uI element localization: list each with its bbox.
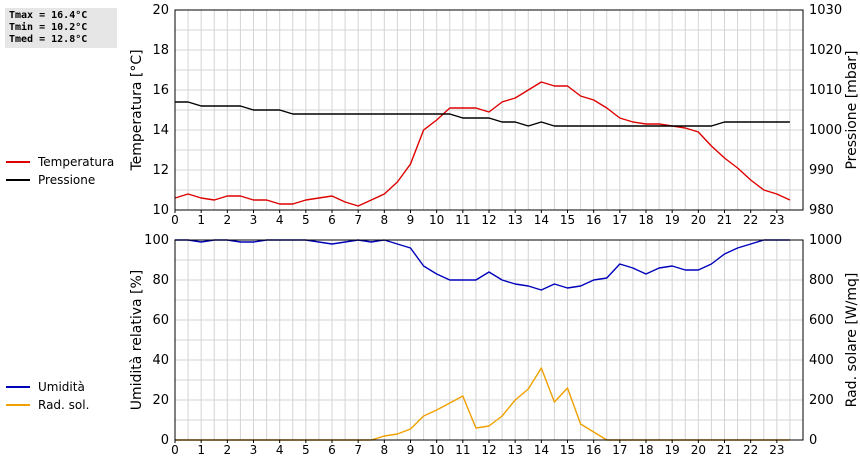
y2-tick-label: 1030 — [809, 3, 842, 18]
x-tick-label: 4 — [276, 213, 284, 227]
x-tick-label: 2 — [224, 443, 232, 457]
y-tick-label: 0 — [161, 433, 169, 448]
x-tick-label: 12 — [481, 213, 496, 227]
legend-swatch-rad-sol — [6, 404, 30, 406]
y-axis-label: Umidità relativa [%] — [129, 270, 145, 411]
y-tick-label: 60 — [152, 313, 169, 328]
legend-bottom: Umidità Rad. sol. — [6, 378, 89, 414]
legend-item-rad-sol: Rad. sol. — [6, 396, 89, 414]
x-tick-label: 15 — [560, 213, 575, 227]
x-tick-label: 19 — [665, 443, 680, 457]
x-tick-label: 13 — [508, 443, 523, 457]
x-tick-label: 11 — [455, 213, 470, 227]
y2-tick-label: 1020 — [809, 43, 842, 58]
y-tick-label: 18 — [152, 43, 169, 58]
y2-tick-label: 600 — [809, 313, 834, 328]
x-tick-label: 5 — [302, 213, 310, 227]
x-tick-label: 21 — [717, 443, 732, 457]
y-tick-label: 14 — [152, 123, 169, 138]
chart-panel-2: 0 1 2 3 4 5 6 7 8 9 10 11 12 13 14 15 16 17 18 19 20 21 22 2302… — [129, 233, 860, 457]
stats-box: Tmax = 16.4°C Tmin = 10.2°C Tmed = 12.8°… — [5, 8, 117, 48]
x-tick-label: 16 — [586, 443, 601, 457]
stat-tmed: Tmed = 12.8°C — [9, 34, 88, 45]
y2-tick-label: 400 — [809, 353, 834, 368]
y2-tick-label: 980 — [809, 203, 834, 218]
y-tick-label: 10 — [152, 203, 169, 218]
x-tick-label: 10 — [429, 443, 444, 457]
x-tick-label: 15 — [560, 443, 575, 457]
y-tick-label: 20 — [152, 393, 169, 408]
x-tick-label: 22 — [743, 213, 758, 227]
stat-tmin: Tmin = 10.2°C — [9, 22, 88, 33]
x-tick-label: 3 — [250, 213, 258, 227]
legend-label-temperatura: Temperatura — [38, 155, 115, 169]
x-tick-label: 2 — [224, 213, 232, 227]
x-tick-label: 1 — [197, 443, 205, 457]
x-tick-label: 12 — [481, 443, 496, 457]
x-tick-label: 13 — [508, 213, 523, 227]
y-axis-label: Temperatura [°C] — [129, 49, 145, 171]
x-tick-label: 20 — [691, 213, 706, 227]
x-tick-label: 6 — [328, 443, 336, 457]
x-tick-label: 9 — [407, 213, 415, 227]
y2-tick-label: 1010 — [809, 83, 842, 98]
x-tick-label: 3 — [250, 443, 258, 457]
x-tick-label: 21 — [717, 213, 732, 227]
x-tick-label: 8 — [381, 443, 389, 457]
legend-item-pressione: Pressione — [6, 171, 114, 189]
legend-item-umidita: Umidità — [6, 378, 89, 396]
x-tick-label: 19 — [665, 213, 680, 227]
x-tick-label: 0 — [171, 213, 179, 227]
legend-label-pressione: Pressione — [38, 173, 96, 187]
y2-tick-label: 200 — [809, 393, 834, 408]
x-tick-label: 16 — [586, 213, 601, 227]
x-tick-label: 9 — [407, 443, 415, 457]
x-tick-label: 0 — [171, 443, 179, 457]
x-tick-label: 7 — [354, 213, 362, 227]
legend-label-umidita: Umidità — [38, 380, 85, 394]
x-tick-label: 6 — [328, 213, 336, 227]
y2-tick-label: 1000 — [809, 233, 842, 248]
legend-label-rad-sol: Rad. sol. — [38, 398, 90, 412]
legend-top: Temperatura Pressione — [6, 153, 114, 189]
x-tick-label: 11 — [455, 443, 470, 457]
x-tick-label: 17 — [612, 443, 627, 457]
x-tick-label: 14 — [534, 443, 549, 457]
legend-item-temperatura: Temperatura — [6, 153, 114, 171]
x-tick-label: 1 — [197, 213, 205, 227]
x-tick-label: 7 — [354, 443, 362, 457]
x-tick-label: 17 — [612, 213, 627, 227]
x-tick-label: 5 — [302, 443, 310, 457]
y-tick-label: 20 — [152, 3, 169, 18]
x-tick-label: 14 — [534, 213, 549, 227]
y2-axis-label: Pressione [mbar] — [844, 50, 860, 169]
x-tick-label: 23 — [769, 443, 784, 457]
legend-swatch-umidita — [6, 386, 30, 388]
x-tick-label: 20 — [691, 443, 706, 457]
y2-tick-label: 990 — [809, 163, 834, 178]
stat-tmax: Tmax = 16.4°C — [9, 10, 88, 21]
series-line-pressione — [175, 101, 790, 127]
x-tick-label: 23 — [769, 213, 784, 227]
y2-tick-label: 1000 — [809, 123, 842, 138]
x-tick-label: 18 — [638, 443, 653, 457]
y2-tick-label: 800 — [809, 273, 834, 288]
x-tick-label: 22 — [743, 443, 758, 457]
series-line-temperatura — [174, 81, 791, 207]
y-tick-label: 100 — [144, 233, 169, 248]
y-tick-label: 40 — [152, 353, 169, 368]
y-tick-label: 12 — [152, 163, 169, 178]
x-tick-label: 4 — [276, 443, 284, 457]
chart-panel-1: 0 1 2 3 4 5 6 7 8 9 10 11 12 13 14 15 16 17 18 19 20 21 22 2310… — [129, 3, 860, 227]
y2-axis-label: Rad. solare [W/mq] — [844, 273, 860, 408]
legend-swatch-temperatura — [6, 161, 30, 163]
x-tick-label: 10 — [429, 213, 444, 227]
y2-tick-label: 0 — [809, 433, 817, 448]
y-tick-label: 16 — [152, 83, 169, 98]
y-tick-label: 80 — [152, 273, 169, 288]
legend-swatch-pressione — [6, 179, 30, 181]
x-tick-label: 18 — [638, 213, 653, 227]
x-tick-label: 8 — [381, 213, 389, 227]
